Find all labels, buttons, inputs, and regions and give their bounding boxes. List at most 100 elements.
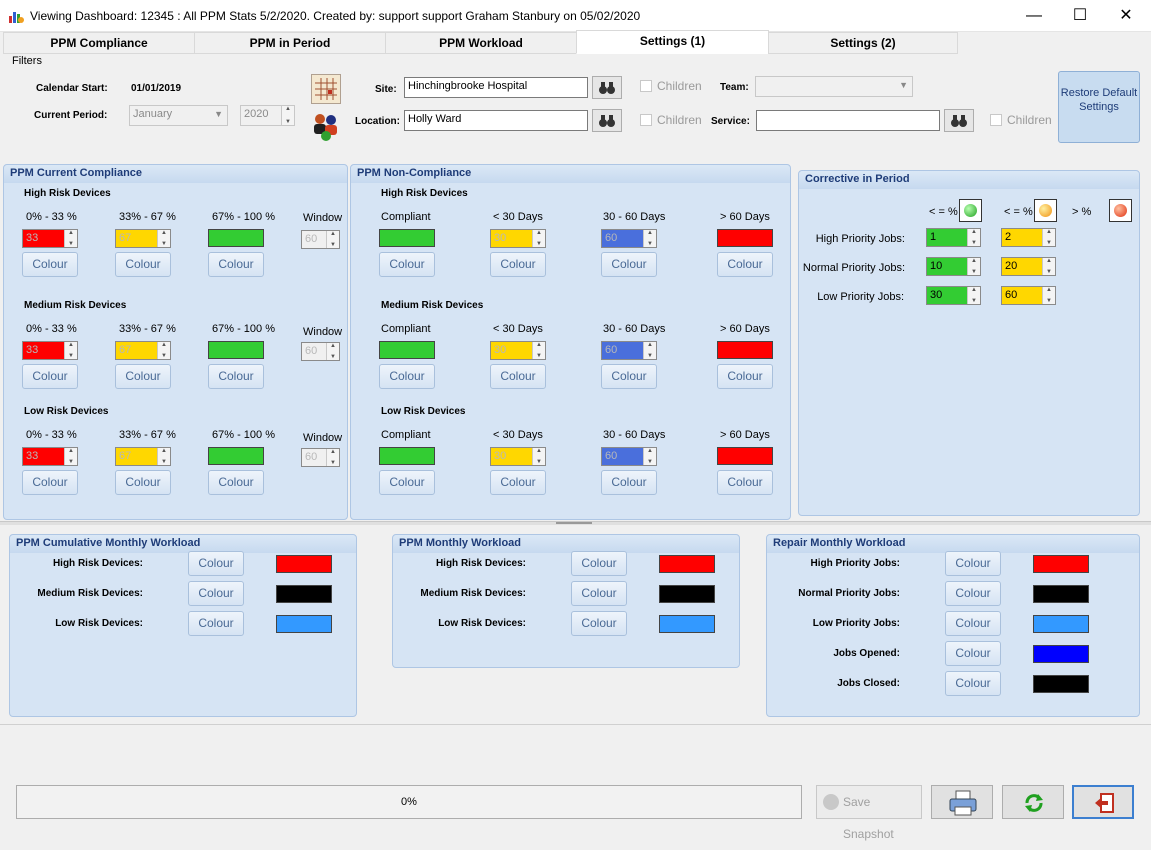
tab-settings-1[interactable]: Settings (1) xyxy=(576,30,769,54)
spinner-arrows-icon[interactable] xyxy=(326,449,339,466)
location-search-button[interactable] xyxy=(592,109,622,132)
monthly-colour-button[interactable]: Colour xyxy=(571,581,627,606)
site-input[interactable]: Hinchingbrooke Hospital xyxy=(404,77,588,98)
compliance-colour-button[interactable]: Colour xyxy=(115,252,171,277)
service-children-checkbox[interactable] xyxy=(990,114,1002,126)
noncompliance-compliant-swatch[interactable] xyxy=(379,341,435,359)
spinner-arrows-icon[interactable] xyxy=(326,343,339,360)
compliance-colour-button[interactable]: Colour xyxy=(22,364,78,389)
spinner-arrows-icon[interactable] xyxy=(1042,229,1055,246)
calendar-icon[interactable] xyxy=(311,74,341,104)
repair-colour-swatch[interactable] xyxy=(1033,645,1089,663)
noncompliance-colour-button[interactable]: Colour xyxy=(379,364,435,389)
tab-ppm-in-period[interactable]: PPM in Period xyxy=(194,32,386,54)
compliance-mid-stepper[interactable]: 67 xyxy=(115,229,171,248)
spinner-arrows-icon[interactable] xyxy=(1042,258,1055,275)
compliance-window-stepper[interactable]: 60 xyxy=(301,448,340,467)
spinner-arrows-icon[interactable] xyxy=(643,230,656,247)
repair-colour-swatch[interactable] xyxy=(1033,675,1089,693)
compliance-window-stepper[interactable]: 60 xyxy=(301,230,340,249)
noncompliance-30-stepper[interactable]: 30 xyxy=(490,447,546,466)
compliance-high-swatch[interactable] xyxy=(208,447,264,465)
spinner-arrows-icon[interactable] xyxy=(64,342,77,359)
noncompliance-colour-button[interactable]: Colour xyxy=(717,252,773,277)
repair-colour-button[interactable]: Colour xyxy=(945,671,1001,696)
red-light-icon[interactable] xyxy=(1109,199,1132,222)
compliance-colour-button[interactable]: Colour xyxy=(208,252,264,277)
corrective-green-stepper[interactable]: 30 xyxy=(926,286,981,305)
compliance-low-stepper[interactable]: 33 xyxy=(22,447,78,466)
compliance-window-stepper[interactable]: 60 xyxy=(301,342,340,361)
compliance-low-stepper[interactable]: 33 xyxy=(22,341,78,360)
restore-defaults-button[interactable]: Restore Default Settings xyxy=(1058,71,1140,143)
noncompliance-30-stepper[interactable]: 30 xyxy=(490,341,546,360)
splitter-grip[interactable] xyxy=(556,522,592,524)
spinner-arrows-icon[interactable] xyxy=(64,230,77,247)
noncompliance-overdue-swatch[interactable] xyxy=(717,229,773,247)
noncompliance-60-stepper[interactable]: 60 xyxy=(601,447,657,466)
print-button[interactable] xyxy=(931,785,993,819)
monthly-colour-swatch[interactable] xyxy=(659,585,715,603)
compliance-colour-button[interactable]: Colour xyxy=(115,364,171,389)
spinner-arrows-icon[interactable] xyxy=(64,448,77,465)
compliance-low-stepper[interactable]: 33 xyxy=(22,229,78,248)
spinner-arrows-icon[interactable] xyxy=(281,106,294,125)
spinner-arrows-icon[interactable] xyxy=(643,448,656,465)
compliance-colour-button[interactable]: Colour xyxy=(208,470,264,495)
noncompliance-60-stepper[interactable]: 60 xyxy=(601,229,657,248)
spinner-arrows-icon[interactable] xyxy=(967,287,980,304)
noncompliance-overdue-swatch[interactable] xyxy=(717,447,773,465)
compliance-high-swatch[interactable] xyxy=(208,229,264,247)
corrective-green-stepper[interactable]: 10 xyxy=(926,257,981,276)
repair-colour-button[interactable]: Colour xyxy=(945,581,1001,606)
corrective-amber-stepper[interactable]: 2 xyxy=(1001,228,1056,247)
noncompliance-colour-button[interactable]: Colour xyxy=(490,470,546,495)
noncompliance-colour-button[interactable]: Colour xyxy=(379,252,435,277)
spinner-arrows-icon[interactable] xyxy=(532,230,545,247)
cumulative-colour-swatch[interactable] xyxy=(276,615,332,633)
noncompliance-60-stepper[interactable]: 60 xyxy=(601,341,657,360)
monthly-colour-button[interactable]: Colour xyxy=(571,551,627,576)
noncompliance-30-stepper[interactable]: 30 xyxy=(490,229,546,248)
monthly-colour-button[interactable]: Colour xyxy=(571,611,627,636)
monthly-colour-swatch[interactable] xyxy=(659,615,715,633)
noncompliance-colour-button[interactable]: Colour xyxy=(601,364,657,389)
repair-colour-button[interactable]: Colour xyxy=(945,641,1001,666)
compliance-colour-button[interactable]: Colour xyxy=(22,470,78,495)
monthly-colour-swatch[interactable] xyxy=(659,555,715,573)
service-input[interactable] xyxy=(756,110,940,131)
close-button[interactable]: ✕ xyxy=(1119,7,1133,24)
location-children-checkbox[interactable] xyxy=(640,114,652,126)
team-select[interactable]: ▼ xyxy=(755,76,913,97)
people-icon[interactable] xyxy=(311,110,341,142)
period-year-spinner[interactable]: 2020 xyxy=(240,105,295,126)
repair-colour-swatch[interactable] xyxy=(1033,555,1089,573)
repair-colour-swatch[interactable] xyxy=(1033,585,1089,603)
repair-colour-swatch[interactable] xyxy=(1033,615,1089,633)
noncompliance-compliant-swatch[interactable] xyxy=(379,229,435,247)
green-light-icon[interactable] xyxy=(959,199,982,222)
location-input[interactable]: Holly Ward xyxy=(404,110,588,131)
corrective-green-stepper[interactable]: 1 xyxy=(926,228,981,247)
cumulative-colour-button[interactable]: Colour xyxy=(188,581,244,606)
site-search-button[interactable] xyxy=(592,76,622,99)
noncompliance-colour-button[interactable]: Colour xyxy=(717,364,773,389)
corrective-amber-stepper[interactable]: 60 xyxy=(1001,286,1056,305)
noncompliance-colour-button[interactable]: Colour xyxy=(717,470,773,495)
maximize-button[interactable]: ☐ xyxy=(1072,7,1088,24)
compliance-high-swatch[interactable] xyxy=(208,341,264,359)
repair-colour-button[interactable]: Colour xyxy=(945,611,1001,636)
noncompliance-colour-button[interactable]: Colour xyxy=(490,364,546,389)
tab-settings-2[interactable]: Settings (2) xyxy=(768,32,958,54)
spinner-arrows-icon[interactable] xyxy=(1042,287,1055,304)
noncompliance-colour-button[interactable]: Colour xyxy=(601,252,657,277)
amber-light-icon[interactable] xyxy=(1034,199,1057,222)
exit-button[interactable] xyxy=(1072,785,1134,819)
spinner-arrows-icon[interactable] xyxy=(643,342,656,359)
noncompliance-overdue-swatch[interactable] xyxy=(717,341,773,359)
compliance-colour-button[interactable]: Colour xyxy=(115,470,171,495)
spinner-arrows-icon[interactable] xyxy=(326,231,339,248)
cumulative-colour-swatch[interactable] xyxy=(276,585,332,603)
period-month-select[interactable]: January ▼ xyxy=(129,105,228,126)
noncompliance-colour-button[interactable]: Colour xyxy=(601,470,657,495)
